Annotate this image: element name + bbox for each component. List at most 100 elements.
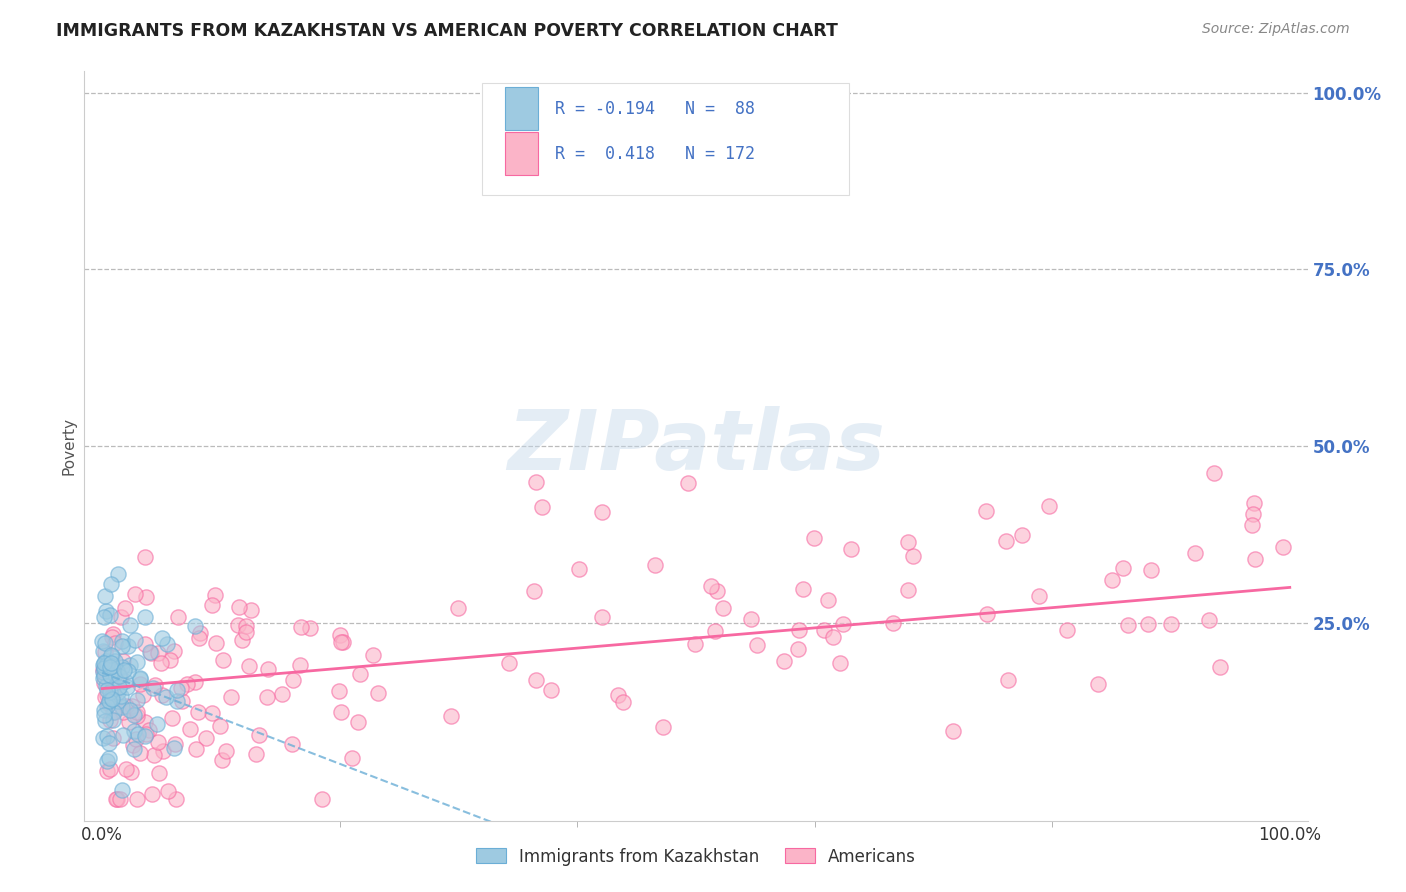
Point <box>1160 617 1182 632</box>
FancyBboxPatch shape <box>482 83 849 195</box>
Point <box>120 702 142 716</box>
Point <box>1056 623 1078 637</box>
Point <box>896 534 918 549</box>
Point <box>103 705 125 719</box>
Point <box>105 792 128 806</box>
Point <box>591 610 613 624</box>
Point <box>740 612 762 626</box>
Point <box>114 673 136 688</box>
Point <box>212 653 235 667</box>
Point <box>129 672 152 686</box>
Point <box>149 656 172 670</box>
Point <box>215 744 238 758</box>
Point <box>148 646 170 660</box>
Point <box>94 645 117 659</box>
Point <box>93 671 115 685</box>
Point <box>105 664 128 678</box>
Point <box>644 558 666 573</box>
Point <box>1038 500 1060 514</box>
Point <box>747 638 769 652</box>
Point <box>897 583 920 598</box>
Point <box>91 665 114 680</box>
Point <box>340 751 363 765</box>
Point <box>93 708 115 723</box>
Point <box>94 604 117 618</box>
Point <box>1101 573 1123 587</box>
Point <box>111 659 134 673</box>
Point <box>96 657 118 671</box>
Point <box>530 500 553 514</box>
Point <box>121 699 143 714</box>
Point <box>270 688 292 702</box>
Point <box>839 541 862 556</box>
Point <box>160 711 183 725</box>
Point <box>93 669 115 683</box>
Point <box>540 683 562 698</box>
Point <box>112 706 135 720</box>
Point <box>329 635 352 649</box>
Point <box>91 634 114 648</box>
Point <box>100 577 122 591</box>
Point <box>1112 561 1135 575</box>
Point <box>98 762 121 776</box>
Point <box>122 723 145 738</box>
Point <box>142 681 165 695</box>
Point <box>91 664 114 678</box>
Point <box>711 601 734 615</box>
Point <box>120 764 142 779</box>
Point <box>700 579 723 593</box>
Point <box>98 736 121 750</box>
Point <box>831 616 853 631</box>
Point <box>111 783 134 797</box>
Point <box>145 716 167 731</box>
Point <box>96 679 118 693</box>
Point <box>101 706 124 720</box>
Point <box>606 688 628 702</box>
Point <box>803 531 825 545</box>
Point <box>125 732 148 747</box>
Text: R = -0.194   N =  88: R = -0.194 N = 88 <box>555 100 755 118</box>
Point <box>120 658 142 673</box>
Point <box>114 762 136 776</box>
Point <box>124 633 146 648</box>
Point <box>184 674 207 689</box>
Point <box>139 645 162 659</box>
Point <box>176 677 198 691</box>
Point <box>792 582 814 596</box>
Point <box>235 624 257 639</box>
Point <box>94 660 117 674</box>
Point <box>112 663 135 677</box>
Point <box>98 607 121 622</box>
Point <box>256 690 278 704</box>
Point <box>349 666 371 681</box>
Point <box>159 653 181 667</box>
Point <box>238 659 260 673</box>
Point <box>231 632 253 647</box>
Point <box>187 706 209 720</box>
Point <box>94 590 117 604</box>
Point <box>150 688 173 702</box>
Point <box>1241 507 1264 521</box>
Point <box>568 562 591 576</box>
Point <box>148 765 170 780</box>
Point <box>114 600 136 615</box>
Point <box>96 683 118 698</box>
Point <box>328 684 350 698</box>
Point <box>97 751 120 765</box>
Point <box>440 708 463 723</box>
Point <box>1208 660 1230 674</box>
Point <box>128 671 150 685</box>
Point <box>204 589 226 603</box>
Point <box>155 637 177 651</box>
Point <box>942 723 965 738</box>
Point <box>141 787 163 801</box>
Point <box>112 729 135 743</box>
Point <box>166 683 188 698</box>
Point <box>120 618 142 632</box>
Point <box>100 691 122 706</box>
Point <box>91 658 114 673</box>
Point <box>108 669 131 683</box>
Point <box>787 624 810 638</box>
Point <box>1202 466 1225 480</box>
Point <box>104 792 127 806</box>
